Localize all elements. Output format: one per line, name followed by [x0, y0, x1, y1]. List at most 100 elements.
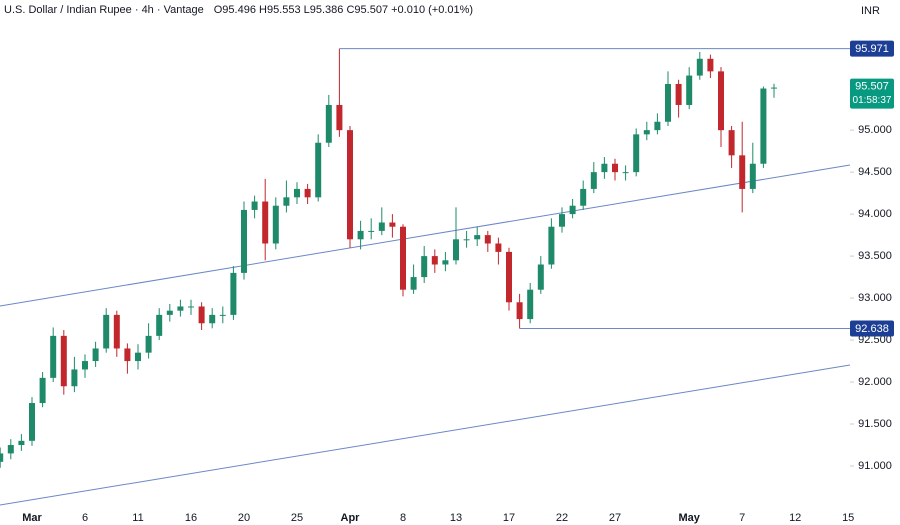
candle-body: [198, 306, 205, 324]
candle-body: [537, 264, 544, 290]
chart-title: U.S. Dollar / Indian Rupee · 4h · Vantag…: [4, 4, 204, 16]
y-tick-label: 93.500: [858, 250, 892, 262]
candle-body: [389, 222, 396, 227]
x-tick-label: Mar: [22, 512, 42, 524]
candle-body: [304, 188, 311, 198]
y-tick-label: 93.000: [858, 292, 892, 304]
candle-body: [665, 83, 671, 122]
candle-body: [760, 88, 767, 164]
level-tag: [850, 320, 894, 337]
candle-body: [569, 205, 576, 215]
candle-body: [241, 209, 247, 273]
x-tick-label: May: [678, 512, 700, 524]
candle-body: [527, 289, 534, 320]
candle-body: [675, 83, 682, 105]
candle-body: [643, 130, 650, 135]
candle-body: [325, 104, 332, 143]
candle-body: [506, 251, 512, 303]
candle-body: [29, 403, 35, 441]
candle-body: [495, 243, 502, 252]
candle-body: [156, 314, 163, 336]
candle-body: [124, 348, 131, 362]
candle-body: [601, 163, 608, 173]
candle-body: [18, 440, 25, 446]
candle-body: [548, 226, 555, 265]
countdown: 01:58:37: [853, 95, 892, 106]
candle-body: [272, 205, 279, 244]
candle-body: [82, 361, 88, 370]
x-tick-label: 13: [450, 512, 462, 524]
candle-body: [50, 335, 57, 378]
last-price-label: 95.507: [855, 80, 889, 92]
x-tick-label: 12: [789, 512, 801, 524]
x-tick-label: 7: [739, 512, 745, 524]
candle-body: [410, 277, 417, 290]
candle-body: [484, 235, 491, 244]
candle-body: [431, 256, 438, 265]
y-tick-label: 94.000: [858, 208, 892, 220]
x-tick-label: 20: [238, 512, 250, 524]
x-tick-label: 25: [291, 512, 303, 524]
level-tag: [850, 40, 894, 57]
trend-line: [0, 364, 851, 506]
candle-body: [166, 310, 173, 315]
currency-box: [852, 0, 898, 20]
y-tick-label: 92.500: [858, 334, 892, 346]
candle-body: [707, 58, 714, 72]
candle-body: [283, 197, 290, 206]
candle-body: [7, 445, 14, 454]
candle-body: [294, 188, 300, 198]
candle-body: [516, 302, 523, 320]
candle-body: [612, 163, 618, 173]
x-tick-label: 17: [503, 512, 515, 524]
candle-body: [230, 272, 237, 315]
candle-body: [336, 104, 343, 131]
candle-body: [219, 314, 226, 316]
y-tick-label: 91.500: [858, 418, 892, 430]
candle-body: [378, 222, 385, 231]
candle-body: [718, 71, 724, 131]
y-tick-label: 95.000: [858, 124, 892, 136]
candle-body: [209, 314, 216, 324]
candle-body: [315, 142, 322, 198]
candle-body: [696, 58, 703, 76]
candle-body: [39, 377, 46, 404]
x-tick-label: 6: [82, 512, 88, 524]
candle-body: [113, 314, 120, 349]
currency: INR: [861, 5, 880, 17]
candle-body: [749, 163, 756, 189]
candle-body: [442, 260, 449, 265]
candle-body: [262, 201, 269, 244]
ohlc-readout: O95.496 H95.553 L95.386 C95.507 +0.010 (…: [214, 4, 473, 16]
y-tick-label: 94.500: [858, 166, 892, 178]
candle-body: [357, 230, 364, 240]
candle-body: [654, 121, 661, 131]
x-tick-label: 11: [132, 512, 143, 524]
candle-body: [686, 75, 693, 105]
x-tick-label: 22: [556, 512, 568, 524]
candle-body: [177, 306, 184, 311]
candle-body: [474, 235, 481, 240]
x-tick-label: 15: [842, 512, 854, 524]
candle-body: [622, 172, 629, 174]
x-tick-label: 8: [400, 512, 406, 524]
x-tick-label: 27: [609, 512, 621, 524]
candle-body: [559, 214, 565, 227]
level-label: 92.638: [855, 323, 889, 335]
x-tick-label: 16: [185, 512, 197, 524]
candle-body: [739, 155, 746, 189]
candle-body: [633, 134, 640, 173]
x-tick-label: Apr: [341, 512, 361, 524]
candle-body: [463, 239, 470, 241]
candle-body: [251, 201, 258, 210]
candle-body: [60, 335, 67, 387]
candle-body: [188, 306, 194, 308]
candle-body: [347, 130, 353, 240]
candle-body: [145, 335, 152, 353]
candle-body: [368, 230, 375, 232]
level-label: 95.971: [855, 43, 889, 55]
y-tick-label: 92.000: [858, 376, 892, 388]
candle-body: [580, 188, 587, 206]
